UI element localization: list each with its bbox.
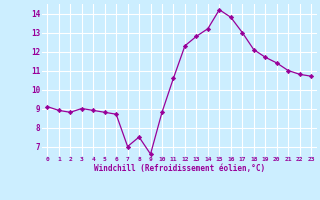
X-axis label: Windchill (Refroidissement éolien,°C): Windchill (Refroidissement éolien,°C) bbox=[94, 164, 265, 173]
